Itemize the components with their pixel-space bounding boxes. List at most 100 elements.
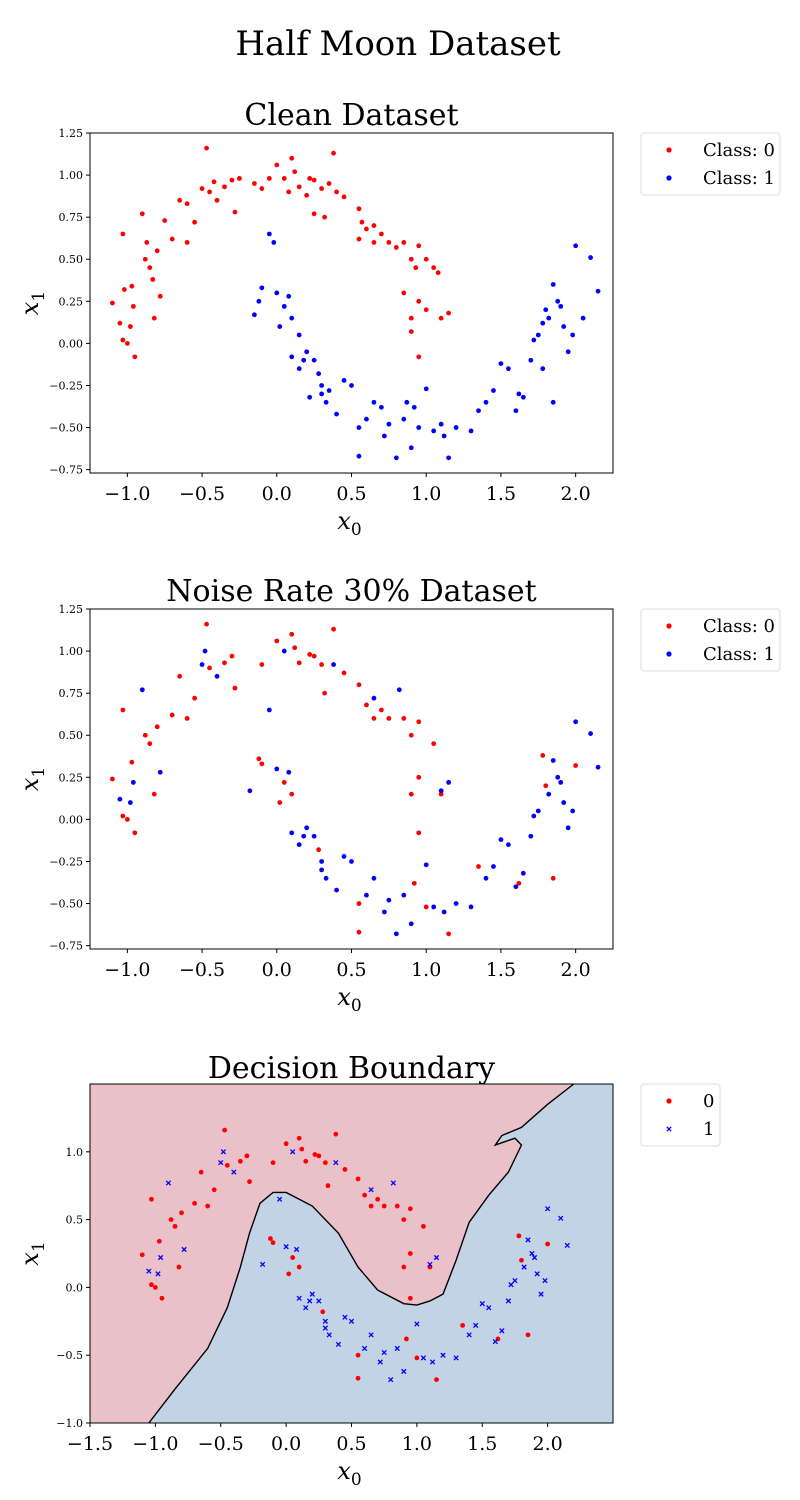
data-point [237,1158,243,1164]
data-point [359,219,365,225]
y-tick-label: 1.25 [59,603,84,616]
data-point [408,732,414,738]
data-point [371,695,377,701]
data-point [453,1355,459,1361]
data-point [205,1203,211,1209]
data-point [152,1285,158,1290]
legend-marker [666,623,672,629]
data-point [401,240,407,245]
x-tick-label: 1.0 [402,1433,432,1455]
x-axis-label: x0 [337,507,361,540]
data-point [588,255,593,260]
data-point [322,690,328,696]
data-point [271,240,277,245]
data-point [466,1332,472,1338]
data-point [543,783,549,789]
data-point [251,181,257,186]
data-point [356,425,362,430]
data-point [371,223,377,228]
data-point [274,766,280,772]
data-point [222,184,227,190]
x-axis-label: x0 [337,983,361,1016]
data-point [364,416,369,422]
data-point [558,1215,564,1221]
data-point [434,1377,439,1383]
data-point [356,929,362,935]
data-point [232,685,238,691]
data-point [199,662,205,667]
data-point [110,300,115,306]
data-point [286,1271,292,1277]
data-point [386,716,392,721]
data-point [117,796,123,802]
data-point [446,455,452,461]
data-point [331,150,336,156]
legend-marker [666,1098,672,1104]
x-tick-label: 1.5 [486,959,516,981]
data-point [326,1332,332,1338]
data-point [408,791,414,797]
x-tick-label: −1.0 [132,1433,178,1455]
y-tick-label: 0.75 [59,687,84,700]
data-point [323,875,329,881]
data-point [407,1206,413,1212]
data-point [342,1314,348,1320]
data-point [348,1318,355,1324]
data-point [423,904,429,910]
series-0 [139,1127,551,1383]
y-tick-label: 0.50 [59,253,84,266]
data-point [341,670,347,676]
data-point [362,1192,367,1198]
legend-label: Class: 1 [703,168,775,189]
data-point [301,357,307,363]
data-point [341,854,347,859]
data-point [266,176,272,181]
data-point [492,1338,498,1345]
data-point [595,288,601,294]
data-point [334,189,339,195]
data-point [378,231,384,237]
x-tick-label: 0.5 [336,1433,366,1455]
legend: 01 [640,1083,721,1147]
data-point [381,1349,387,1356]
data-point [296,332,302,338]
data-point [129,283,135,289]
y-axis-label: x1 [16,767,49,791]
data-point [218,1159,224,1166]
legend-label: 1 [703,1119,714,1140]
legend-box [640,608,781,672]
data-point [132,354,138,360]
data-point [274,638,280,644]
data-point [296,366,302,372]
data-point [561,324,567,329]
data-point [120,813,126,819]
data-point [326,181,332,186]
data-point [414,1355,420,1361]
x-tick-label: −0.5 [179,959,225,981]
data-point [512,1277,518,1284]
data-point [404,399,410,405]
data-point [401,716,407,721]
data-point [468,428,474,434]
data-point [528,357,534,363]
data-point [416,830,422,836]
data-point [120,231,126,237]
data-point [479,1301,485,1307]
chart-title: Noise Rate 30% Dataset [166,574,536,609]
data-point [349,859,354,864]
y-tick-label: 0.5 [66,1214,84,1227]
legend-marker [666,1126,672,1132]
legend-label: Class: 0 [703,616,775,637]
x-tick-label: 2.0 [533,1433,563,1455]
plot-area [90,609,613,949]
data-point [259,285,265,291]
legend-marker [666,651,672,657]
x-tick-label: 1.5 [486,483,516,505]
data-point [157,293,163,299]
data-point [316,1153,322,1159]
data-point [319,662,325,667]
data-point [132,830,138,836]
data-point [290,1255,296,1260]
data-point [142,256,148,262]
data-point [446,931,452,937]
